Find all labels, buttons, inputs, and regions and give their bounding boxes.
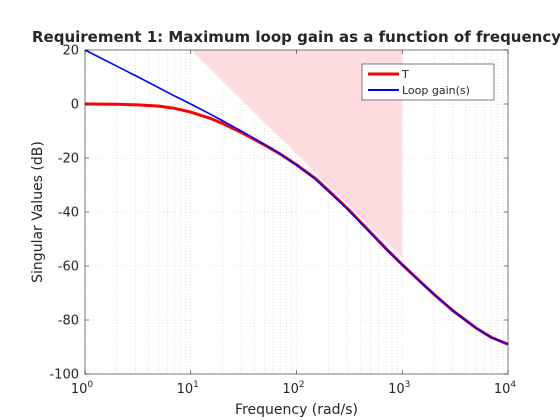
y-tick-label: 0 (71, 98, 79, 113)
legend-box (361, 63, 495, 101)
y-tick-label: -100 (49, 368, 79, 383)
series-line-loop-gain (84, 49, 509, 346)
x-tick-label: 102 (282, 380, 304, 397)
y-tick-label: -80 (58, 314, 79, 329)
requirement-region (190, 50, 403, 258)
requirement-region-layer (190, 50, 403, 258)
y-tick-label: -40 (58, 206, 79, 221)
legend-label-t: T (401, 68, 409, 81)
y-axis-label: Singular Values (dB) (30, 141, 46, 283)
legend: T Loop gain(s) (361, 63, 495, 101)
y-tick-label: 20 (62, 44, 79, 59)
x-tick-label: 104 (494, 380, 517, 397)
x-axis-label: Frequency (rad/s) (235, 402, 358, 418)
legend-label-loop-gain: Loop gain(s) (402, 84, 470, 97)
y-tick-label: -20 (58, 152, 79, 167)
series-layer (84, 49, 509, 346)
x-tick-label: 103 (388, 380, 410, 397)
y-tick-label: -60 (58, 260, 79, 275)
x-tick-label: 100 (71, 380, 94, 397)
x-tick-label: 101 (177, 380, 199, 397)
chart-title: Requirement 1: Maximum loop gain as a fu… (32, 28, 560, 46)
